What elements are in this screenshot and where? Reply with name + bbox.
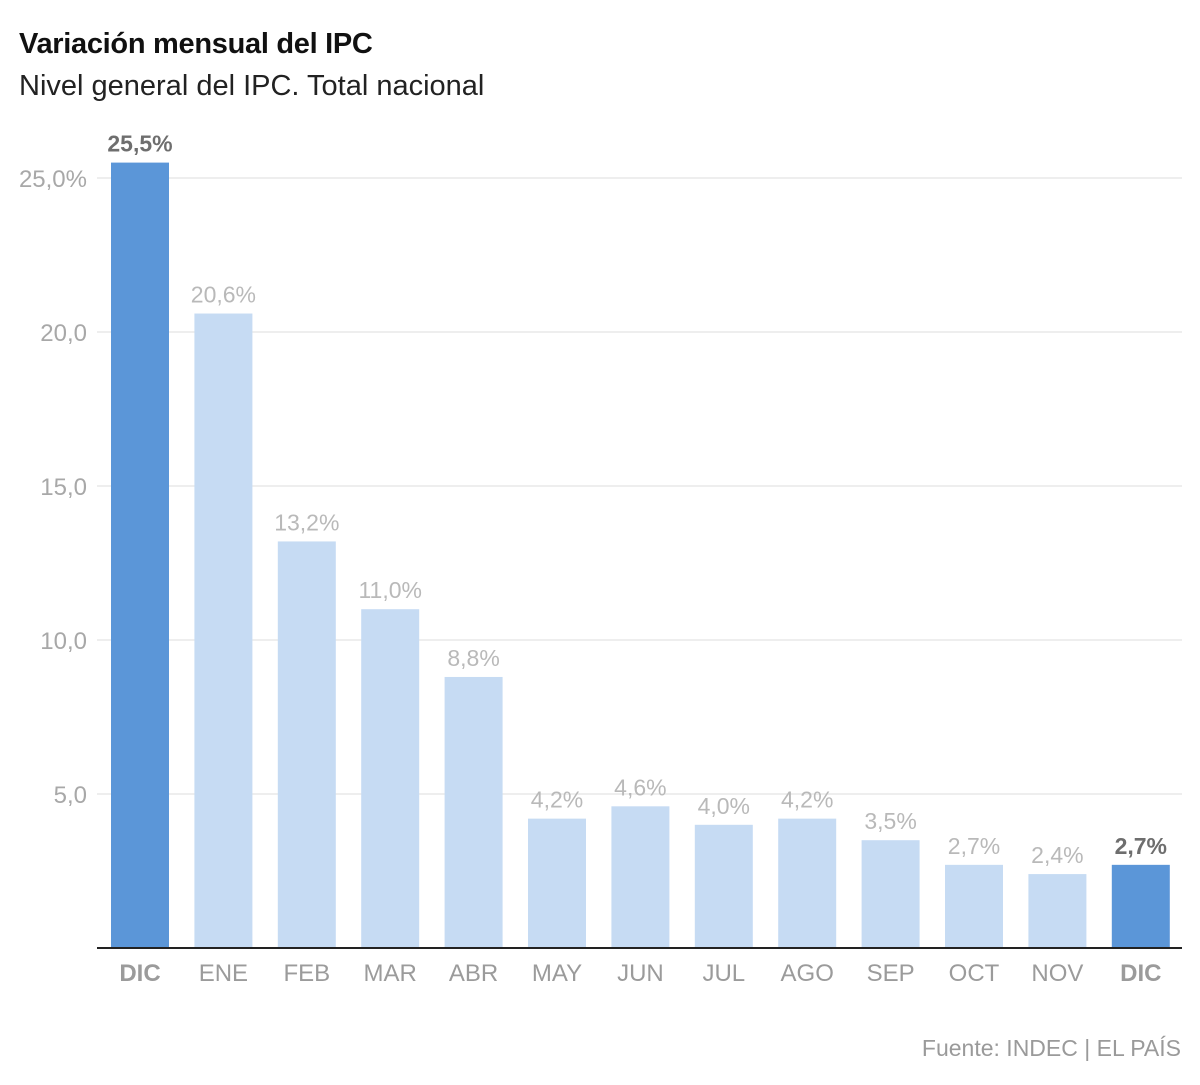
y-tick-label: 25,0% <box>19 166 87 193</box>
bar <box>444 676 503 948</box>
chart-subtitle: Nivel general del IPC. Total nacional <box>19 70 485 102</box>
y-tick-label: 20,0 <box>40 320 87 347</box>
source-note: Fuente: INDEC | EL PAÍS <box>921 1035 1181 1061</box>
bar-value-label: 20,6% <box>191 282 256 308</box>
x-category-label: MAY <box>532 960 582 987</box>
x-category-label: AGO <box>781 960 834 987</box>
bar-value-label: 25,5% <box>107 131 172 157</box>
x-category-label: MAR <box>364 960 417 987</box>
bar-value-label: 4,6% <box>614 774 666 800</box>
chart-title: Variación mensual del IPC <box>19 28 373 60</box>
x-category-label: FEB <box>283 960 330 987</box>
bar-value-label: 8,8% <box>447 645 499 671</box>
x-category-label: DIC <box>1120 960 1161 987</box>
x-category-label: ABR <box>449 960 498 987</box>
bar-value-label: 3,5% <box>864 808 916 834</box>
x-category-label: SEP <box>867 960 915 987</box>
bar-value-label: 2,7% <box>948 833 1000 859</box>
bar <box>1111 864 1170 948</box>
x-category-label: JUL <box>702 960 745 987</box>
bar <box>361 609 420 948</box>
bar <box>694 824 753 948</box>
y-tick-label: 10,0 <box>40 628 87 655</box>
bar <box>194 313 253 948</box>
x-category-label: NOV <box>1031 960 1083 987</box>
bar <box>611 806 670 948</box>
bar-value-label: 4,0% <box>698 793 750 819</box>
bar-value-label: 11,0% <box>358 577 422 603</box>
x-category-label: DIC <box>119 960 160 987</box>
bar <box>778 818 837 948</box>
bar <box>528 818 586 948</box>
bar-value-label: 2,7% <box>1115 833 1167 859</box>
bar <box>1028 874 1087 948</box>
bar-value-label: 13,2% <box>274 509 339 535</box>
x-category-label: OCT <box>949 960 1000 987</box>
y-tick-label: 15,0 <box>40 474 87 501</box>
bar <box>945 864 1003 948</box>
bar-value-label: 4,2% <box>781 787 833 813</box>
x-category-label: ENE <box>199 960 248 987</box>
bar <box>111 162 169 949</box>
bar <box>861 840 920 948</box>
bar-value-label: 4,2% <box>531 787 583 813</box>
y-tick-label: 5,0 <box>54 782 87 809</box>
x-category-label: JUN <box>617 960 664 987</box>
bar <box>277 541 336 948</box>
bar-value-label: 2,4% <box>1031 842 1083 868</box>
